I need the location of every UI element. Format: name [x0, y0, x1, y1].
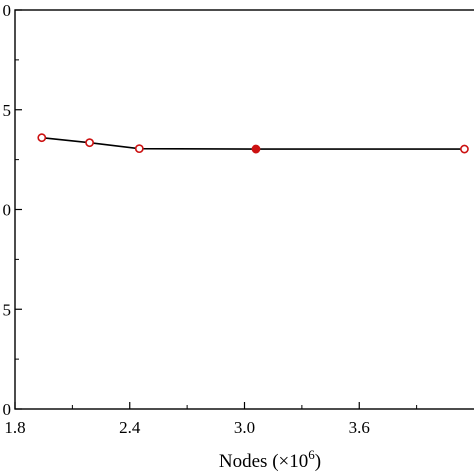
data-point [85, 138, 94, 148]
y-tick-label: 0 [3, 1, 12, 20]
x-axis-title-exponent: 6 [308, 447, 315, 462]
data-point [134, 144, 144, 154]
x-axis-title-suffix: ) [315, 451, 321, 472]
data-point [460, 144, 469, 154]
data-point [251, 144, 261, 154]
x-tick-label: 3.0 [234, 418, 255, 437]
x-tick-label: 3.6 [349, 418, 370, 437]
plot-border [14, 9, 474, 410]
data-point [37, 133, 47, 143]
x-axis: 1.8 2.4 3.0 3.6 [4, 402, 418, 437]
y-tick-label: 5 [3, 101, 12, 120]
x-tick-label: 2.4 [119, 418, 141, 437]
y-axis: 0 5 0 5 0 [3, 1, 22, 419]
x-axis-title: Nodes (×106) [219, 447, 321, 472]
y-tick-label: 5 [3, 300, 12, 319]
series-group [37, 133, 469, 154]
y-tick-label: 0 [3, 400, 12, 419]
y-tick-label: 0 [3, 201, 12, 220]
x-tick-label: 1.8 [4, 418, 25, 437]
x-axis-title-text: Nodes (×10 [219, 451, 308, 472]
plot-frame [14, 9, 474, 410]
